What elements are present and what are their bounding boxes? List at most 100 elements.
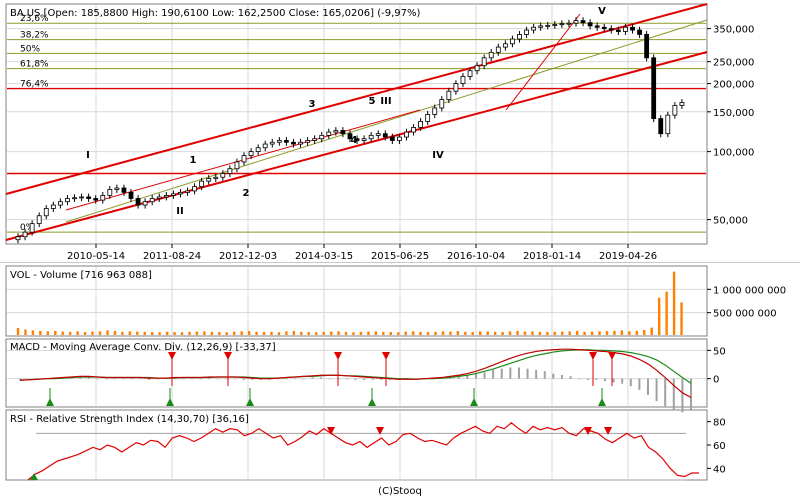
candle-body [319,134,325,140]
candle-body [630,26,635,31]
candle-body [340,130,346,135]
volume-bar [337,331,340,335]
candle-body [524,29,529,35]
macd-tick-label: 0 [713,375,719,386]
volume-bar [419,331,422,335]
volume-bar [270,331,273,335]
candle-body [100,194,106,201]
candle-body [57,201,63,206]
macd-histogram-bar [165,378,168,380]
fib-label: 23,6% [20,14,49,24]
volume-bar [218,332,221,335]
volume-bar [195,331,199,335]
macd-histogram-bar [371,378,374,380]
volume-bar [136,331,139,335]
volume-bar [531,331,534,335]
candle-body [220,173,226,178]
rsi-tick-label: 60 [713,441,726,452]
candle-body [397,136,402,141]
candle-body [382,133,388,138]
volume-bar [672,271,676,335]
volume-bar [315,332,318,335]
rsi-tick-label: 40 [713,464,726,475]
macd-histogram-bar [251,378,254,380]
candle-body [178,191,183,195]
volume-bar [486,331,489,335]
volume-bar [628,331,631,335]
macd-histogram-bar [216,378,219,380]
macd-histogram-bar [122,378,125,380]
candle-body [170,193,176,196]
wave-label: I [86,150,90,161]
volume-bar [367,331,370,335]
wave-label: 3 [309,99,316,110]
macd-histogram-bar [517,367,520,379]
candle-body [206,178,212,182]
rsi-sell-marker [376,427,384,435]
macd-histogram-bar [483,372,486,379]
volume-bar [635,330,639,335]
volume-bar [546,332,549,335]
candle-body [665,114,671,135]
volume-bar [188,331,191,335]
candle-body [488,51,494,59]
candle-body [72,197,77,200]
candle-body [354,138,360,141]
volume-bar [411,331,415,335]
candle-body [149,198,155,203]
volume-bar [24,329,27,335]
volume-bar [113,330,117,335]
candle-body [36,215,42,225]
candle-body [283,140,289,143]
macd-histogram-bar [543,371,546,379]
macd-histogram-bar [578,378,581,380]
candle-body [404,131,409,138]
volume-tick-label: 500 000 000 [713,309,777,320]
volume-bar [449,331,452,335]
channel-lower [5,51,708,241]
volume-bar [91,331,94,335]
volume-bar [620,330,624,335]
candle-body [517,34,522,40]
macd-histogram-bar [285,378,288,380]
macd-histogram-bar [664,378,667,407]
volume-bar [329,331,333,335]
macd-histogram-bar [87,377,90,379]
x-tick-label: 2015-06-25 [371,251,429,262]
macd-histogram-bar [199,378,202,380]
volume-bar [61,331,64,335]
trend-line-fib [65,19,708,223]
candle-body [368,134,374,140]
macd-sell-marker [382,352,390,360]
volume-bar [561,331,564,335]
price-tick-label: 200,000 [713,80,754,91]
candle-body [107,189,113,196]
candle-body [644,34,650,59]
price-tick-label: 350,000 [713,25,754,36]
candle-body [248,151,254,157]
macd-histogram-bar [294,378,297,380]
macd-histogram-bar [535,369,538,379]
macd-histogram-bar [560,374,563,379]
volume-bar [180,332,184,335]
macd-histogram-bar [457,376,460,379]
volume-bar [285,331,288,335]
candle-body [481,57,487,67]
macd-histogram-bar [96,378,99,380]
candle-body [552,24,558,26]
volume-bar [508,331,512,335]
rsi-title: RSI - Relative Strength Index (14,30,70)… [10,414,249,425]
candle-body [234,161,240,170]
macd-histogram-bar [552,373,555,379]
candle-body [651,57,657,119]
volume-bar [643,329,646,335]
fib-label: 38,2% [20,31,49,41]
channel-upper [5,3,708,195]
macd-buy-marker [246,398,254,406]
candle-body [389,136,395,141]
volume-bar [493,331,497,335]
candle-body [467,70,473,77]
volume-bar [516,330,519,335]
candle-body [43,208,49,217]
candle-body [538,25,544,28]
